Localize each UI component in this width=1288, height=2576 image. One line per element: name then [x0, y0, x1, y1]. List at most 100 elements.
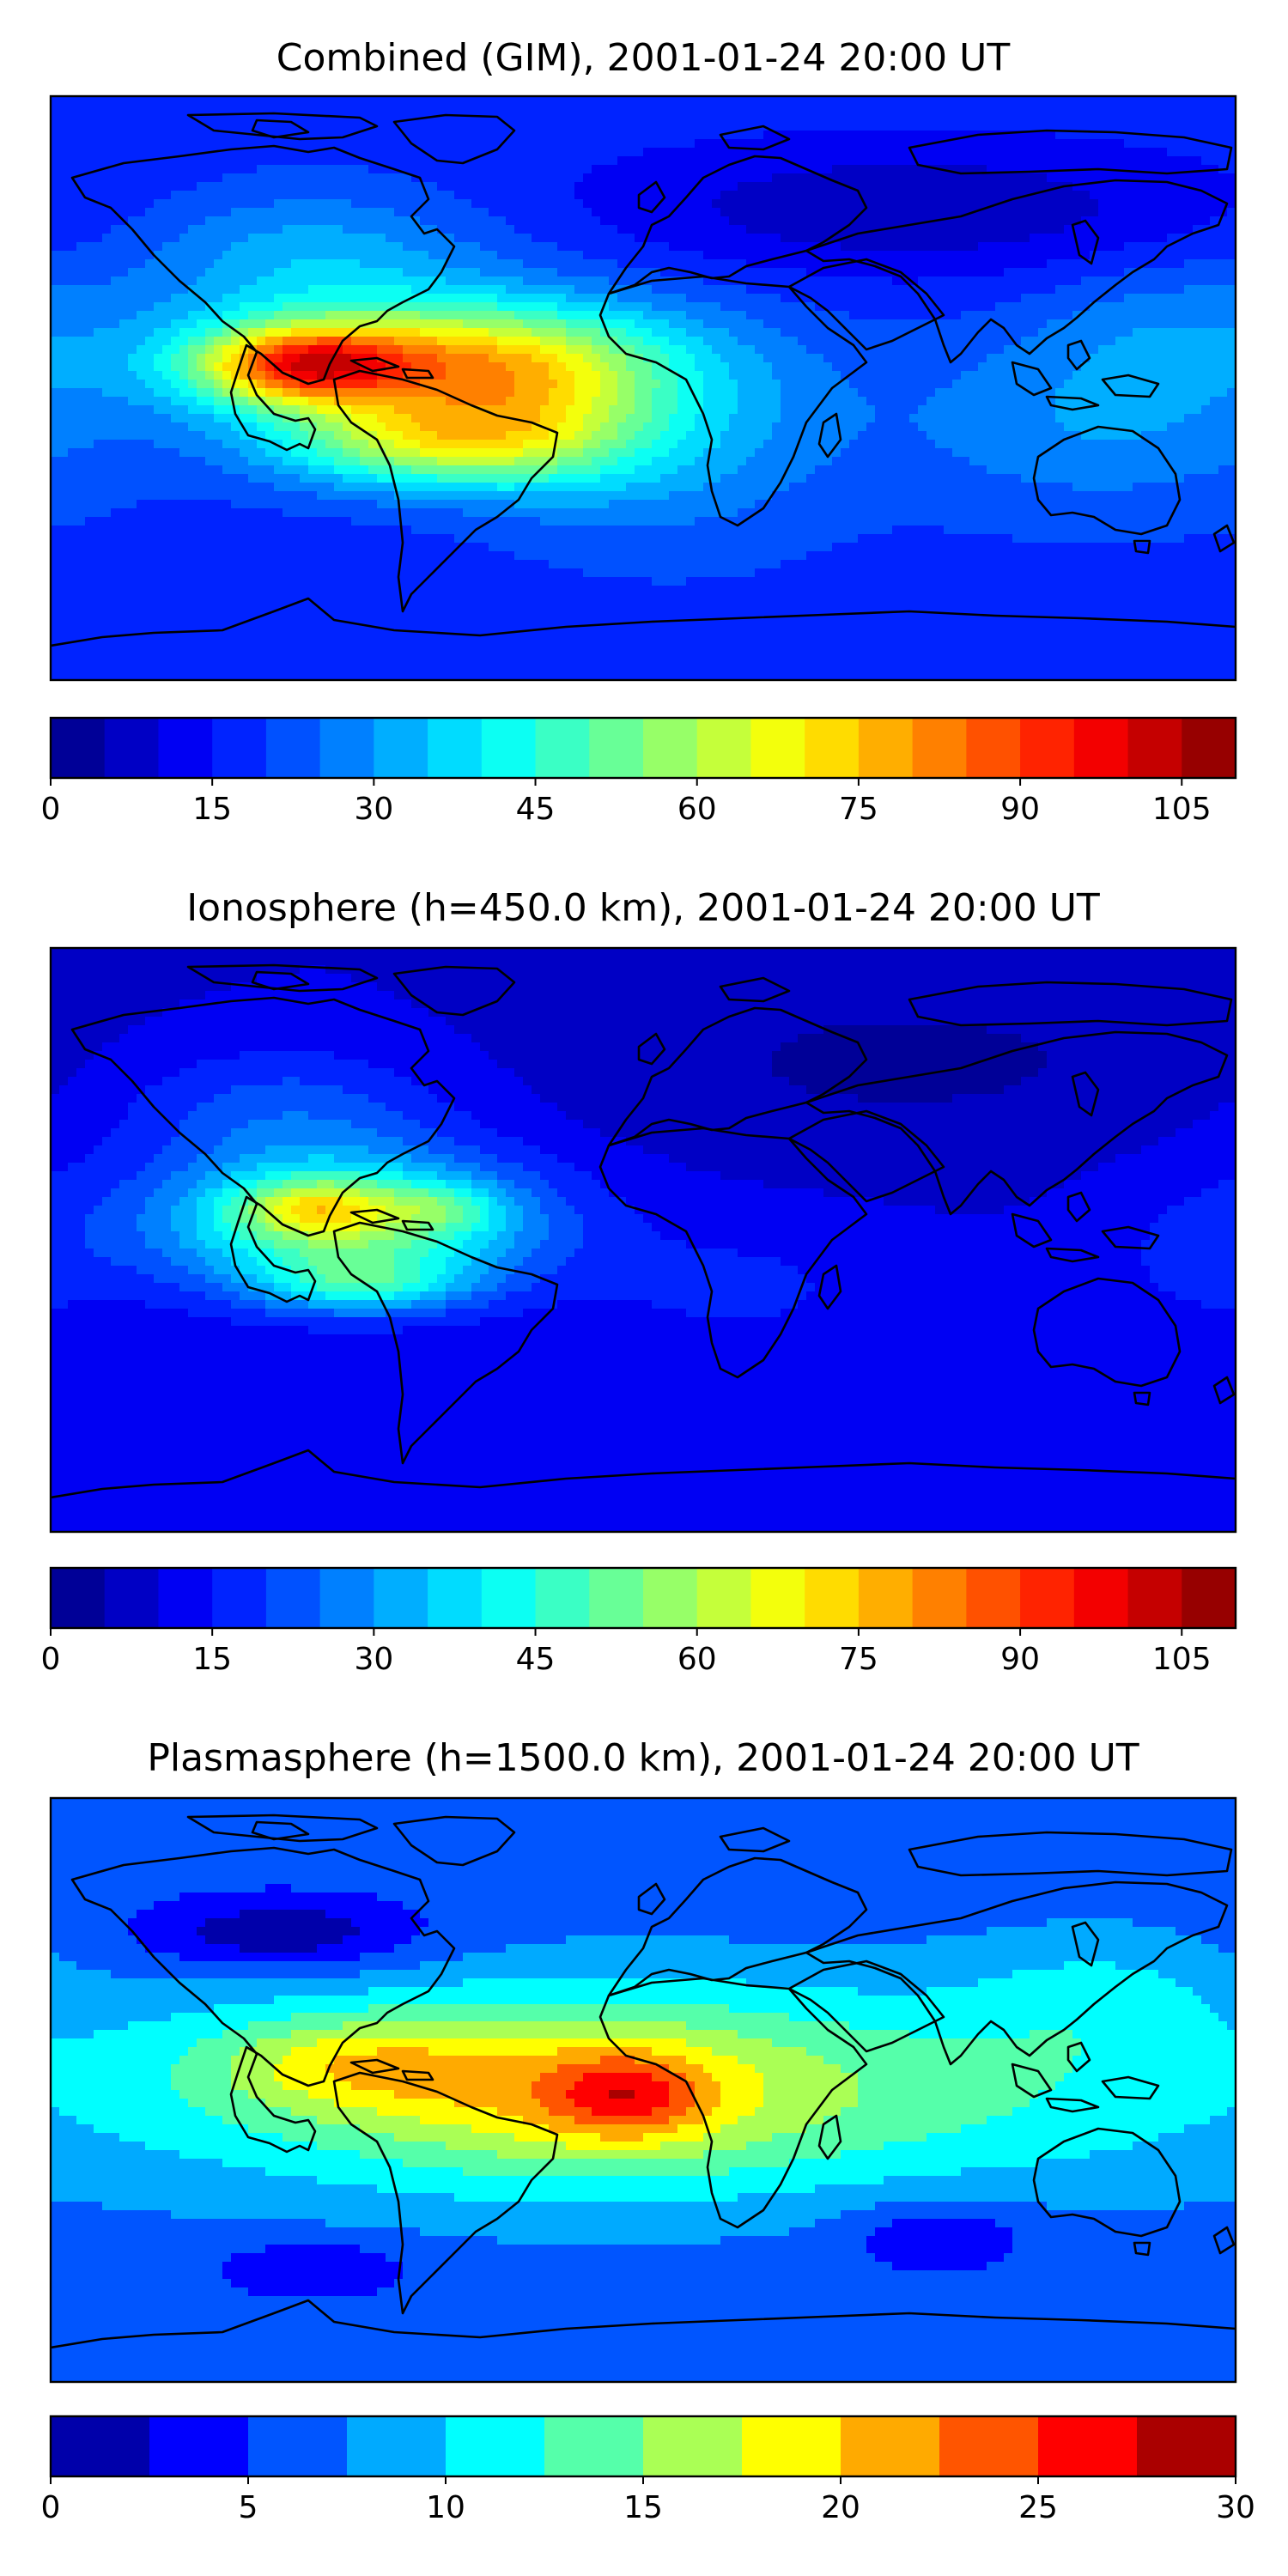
field-cell [1038, 122, 1048, 131]
field-cell [240, 96, 249, 106]
field-cell [283, 122, 292, 131]
field-cell [592, 380, 601, 389]
field-cell [240, 328, 249, 337]
field-cell [952, 148, 962, 157]
field-cell [532, 276, 541, 286]
field-cell [841, 276, 850, 286]
field-cell [454, 397, 464, 406]
field-cell [995, 388, 1005, 398]
field-cell [841, 345, 850, 355]
field-cell [1038, 362, 1048, 372]
field-cell [179, 105, 189, 114]
field-cell [961, 362, 970, 372]
field-cell [798, 311, 807, 320]
field-cell [1081, 337, 1091, 346]
field-cell [214, 216, 223, 226]
field-cell [351, 397, 361, 406]
field-cell [94, 319, 103, 329]
field-cell [1133, 156, 1142, 166]
field-cell [1176, 294, 1185, 303]
field-cell [454, 337, 464, 346]
field-cell [420, 131, 429, 140]
field-cell [772, 251, 781, 260]
field-cell [815, 139, 824, 149]
field-cell [557, 234, 567, 243]
field-cell [712, 251, 721, 260]
field-cell [677, 294, 687, 303]
field-cell [154, 371, 163, 380]
field-cell [506, 242, 515, 252]
field-cell [343, 354, 352, 363]
field-cell [463, 182, 472, 191]
field-cell [978, 328, 987, 337]
field-cell [394, 216, 404, 226]
field-cell [815, 337, 824, 346]
field-cell [823, 371, 833, 380]
field-cell [866, 208, 876, 217]
field-cell [892, 380, 902, 389]
field-cell [652, 173, 661, 183]
field-cell [94, 105, 103, 114]
field-cell [1098, 148, 1108, 157]
field-cell [85, 380, 94, 389]
field-cell [1150, 294, 1159, 303]
field-cell [128, 337, 137, 346]
field-cell [832, 362, 841, 372]
field-cell [1115, 234, 1125, 243]
field-cell [154, 139, 163, 149]
field-cell [806, 397, 816, 406]
field-cell [1227, 345, 1236, 355]
field-cell [583, 165, 592, 174]
field-cell [1176, 276, 1185, 286]
field-cell [806, 182, 816, 191]
field-cell [325, 96, 335, 106]
field-cell [437, 371, 447, 380]
field-cell [188, 371, 197, 380]
field-cell [1004, 337, 1013, 346]
field-cell [446, 105, 455, 114]
field-cell [858, 131, 867, 140]
field-cell [729, 148, 738, 157]
field-cell [892, 216, 902, 226]
field-cell [325, 234, 335, 243]
field-cell [394, 139, 404, 149]
field-cell [1030, 234, 1039, 243]
field-cell [832, 259, 841, 269]
field-cell [1124, 113, 1133, 123]
field-cell [428, 276, 438, 286]
field-cell [111, 311, 120, 320]
field-cell [1124, 96, 1133, 106]
field-cell [823, 225, 833, 234]
field-cell [377, 268, 386, 277]
field-cell [1133, 302, 1142, 312]
field-cell [283, 354, 292, 363]
field-cell [557, 191, 567, 200]
field-cell [755, 199, 764, 209]
field-cell [1158, 397, 1168, 406]
field-cell [248, 216, 258, 226]
field-cell [197, 191, 206, 200]
field-cell [909, 173, 919, 183]
field-cell [755, 191, 764, 200]
field-cell [162, 259, 172, 269]
field-cell [334, 216, 343, 226]
field-cell [94, 388, 103, 398]
field-cell [523, 380, 532, 389]
field-cell [1064, 234, 1073, 243]
field-cell [849, 311, 859, 320]
field-cell [1055, 285, 1065, 295]
field-cell [489, 225, 498, 234]
field-cell [746, 173, 756, 183]
field-cell [617, 122, 627, 131]
field-cell [179, 182, 189, 191]
field-cell [643, 268, 653, 277]
field-cell [652, 268, 661, 277]
field-cell [935, 191, 945, 200]
field-cell [540, 182, 550, 191]
field-cell [557, 337, 567, 346]
field-cell [746, 199, 756, 209]
field-cell [291, 354, 301, 363]
field-cell [162, 148, 172, 157]
field-cell [952, 208, 962, 217]
field-cell [1133, 362, 1142, 372]
